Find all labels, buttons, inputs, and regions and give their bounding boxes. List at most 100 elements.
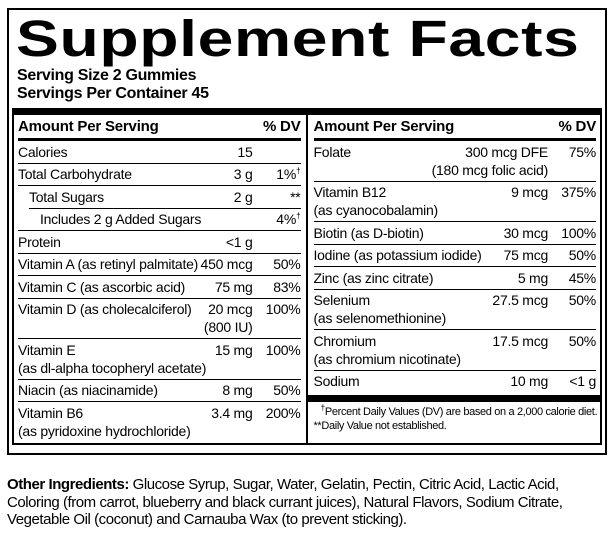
nutrient-row: Vitamin C (as ascorbic acid) 75 mg 83% — [18, 275, 301, 298]
nutrient-name: Total Carbohydrate — [18, 166, 132, 182]
nutrient-row-grid: Zinc (as zinc citrate) 5 mg 45% — [314, 267, 597, 289]
nutrient-row-grid: Folate 300 mcg DFE 75% (180 mcg folic acid) — [314, 141, 597, 181]
nutrient-dv: 50% — [273, 382, 301, 398]
nutrient-name-line2: (as pyridoxine hydrochloride) — [18, 422, 191, 439]
nutrient-row: Vitamin A (as retinyl palmitate) 450 mcg 5… — [18, 252, 301, 276]
nutrient-name: Calories — [18, 143, 68, 160]
nutrient-row: Sodium 10 mg <1 g — [313, 369, 596, 393]
nutrient-row: Total Sugars 2 g ** — [18, 185, 301, 208]
nutrient-amount-line2 — [211, 422, 252, 440]
nutrient-rows-left: Calories 15 Total Carbohydrate 3 g 1%† Total … — [18, 141, 301, 442]
amount-per-serving-header: Amount Per Serving — [18, 118, 159, 135]
nutrient-dv: 45% — [568, 269, 597, 286]
nutrient-dv: 100% — [265, 301, 301, 317]
nutrient-dv: 50% — [568, 247, 597, 263]
nutrient-name-line2: (as selenomethionine) — [313, 310, 447, 326]
nutrient-name: Vitamin B6 — [18, 404, 83, 421]
nutrient-name: Vitamin D (as cholecalciferol) — [18, 301, 192, 317]
nutrient-row: Calories 15 — [18, 141, 301, 163]
nutrient-dv: 100% — [561, 224, 596, 241]
nutrient-dv: ** — [290, 188, 301, 205]
nutrient-dv: 50% — [568, 292, 597, 308]
nutrient-row: Selenium 27.5 mcg 50% (as selenomethionine) — [313, 288, 597, 330]
nutrient-dv: 75% — [568, 143, 597, 160]
column-header: Amount Per Serving % DV — [313, 115, 596, 141]
nutrient-row-grid: Vitamin A (as retinyl palmitate) 450 mcg 5… — [18, 254, 301, 276]
nutrient-amount: 3.4 mg — [211, 404, 253, 421]
panel-title: Supplement Facts — [16, 10, 580, 67]
footnote-divider-bar — [307, 395, 600, 402]
nutrient-row: Protein <1 g — [18, 230, 301, 253]
nutrient-name: Niacin (as niacinamide) — [18, 382, 158, 398]
nutrient-amount: 15 mg — [214, 341, 253, 358]
nutrient-name: Folate — [313, 143, 352, 160]
other-ingredients-label: Other Ingredients: — [7, 476, 129, 493]
nutrient-dv: 50% — [273, 256, 301, 272]
footnotes: †Percent Daily Values (DV) are based on … — [313, 402, 598, 433]
nutrient-name: Total Sugars — [29, 188, 104, 205]
nutrient-name-line2: (as dl-alpha tocopheryl acetate) — [18, 359, 207, 376]
nutrient-amount: 8 mg — [222, 382, 253, 398]
nutrient-row-grid: Niacin (as niacinamide) 8 mg 50% — [18, 380, 301, 402]
nutrient-row-grid: Biotin (as D-biotin) 30 mcg 100% — [314, 222, 597, 244]
nutrient-name: Vitamin B12 — [313, 184, 387, 200]
nutrient-row: Biotin (as D-biotin) 30 mcg 100% — [313, 221, 597, 244]
nutrient-name-line2: (as cyanocobalamin) — [313, 202, 439, 218]
nutrient-row-grid: Includes 2 g Added Sugars 4%† — [29, 209, 301, 231]
nutrient-row: Niacin (as niacinamide) 8 mg 50% — [18, 378, 301, 402]
nutrient-amount: 20 mcg — [208, 301, 253, 317]
nutrient-row: Includes 2 g Added Sugars 4%† — [29, 207, 301, 231]
serving-size: Serving Size 2 Gummies — [17, 67, 197, 84]
nutrient-amount-line2 — [492, 350, 548, 368]
nutrient-row: Vitamin E 15 mg 100% (as dl-alpha tocophery… — [18, 338, 301, 379]
nutrient-row: Iodine (as potassium iodide) 75 mcg 50% — [313, 243, 597, 267]
nutrient-name: Vitamin C (as ascorbic acid) — [18, 278, 186, 295]
nutrient-amount: 300 mcg DFE — [465, 143, 548, 160]
nutrient-amount: 17.5 mcg — [492, 332, 548, 349]
nutrient-amount: 27.5 mcg — [492, 292, 548, 308]
nutrient-dv: 200% — [265, 404, 301, 421]
supplement-facts-panel: Supplement Facts Serving Size 2 Gummies … — [7, 8, 607, 455]
amount-per-serving-header: Amount Per Serving — [313, 118, 455, 135]
nutrient-rows-right: Folate 300 mcg DFE 75% (180 mcg folic acid)… — [313, 141, 597, 393]
nutrient-amount: 5 mg — [517, 269, 548, 286]
nutrient-name: Zinc (as zinc citrate) — [313, 269, 434, 286]
nutrient-amount: <1 g — [225, 233, 253, 250]
other-ingredients-text: Glucose Syrup, Sugar, Water, Gelatin, Pe… — [7, 476, 563, 528]
nutrient-amount-line2: (180 mcg folic acid) — [431, 161, 549, 178]
nutrient-name: Chromium — [313, 332, 377, 349]
nutrient-dv — [259, 143, 301, 161]
nutrient-row-grid: Calories 15 — [18, 141, 301, 163]
nutrient-row-grid: Total Sugars 2 g ** — [18, 186, 301, 208]
nutrient-name: Iodine (as potassium iodide) — [313, 247, 482, 263]
nutrient-amount: 75 mg — [214, 278, 253, 295]
nutrient-row: Vitamin B6 3.4 mg 200% (as pyridoxine hydro… — [18, 401, 301, 442]
nutrient-row-grid: Chromium 17.5 mcg 50% (as chromium nicotina… — [314, 330, 597, 370]
nutrient-amount: 450 mcg — [200, 256, 253, 272]
footnote-line: **Daily Value not established. — [313, 419, 447, 432]
nutrient-amount-line2 — [511, 201, 548, 219]
nutrient-row: Total Carbohydrate 3 g 1%† — [18, 162, 301, 186]
nutrient-amount: 9 mcg — [511, 184, 548, 200]
servings-per-container: Servings Per Container 45 — [17, 84, 209, 102]
nutrient-row-grid: Total Carbohydrate 3 g 1%† — [18, 164, 301, 186]
facts-column-right: Amount Per Serving % DV Folate 300 mcg DF… — [307, 115, 600, 443]
nutrient-row-grid: Protein <1 g — [18, 231, 301, 253]
nutrient-row: Vitamin B12 9 mcg 375% (as cyanocobalamin) — [313, 180, 597, 222]
facts-column-left: Amount Per Serving % DV Calories 15 Total … — [14, 115, 306, 443]
nutrient-dv: 100% — [265, 341, 301, 358]
nutrient-row-grid: Vitamin B12 9 mcg 375% (as cyanocobalamin) — [314, 182, 597, 222]
nutrient-row: Folate 300 mcg DFE 75% (180 mcg folic acid) — [314, 141, 597, 181]
other-ingredients: Other Ingredients: Glucose Syrup, Sugar,… — [7, 476, 608, 529]
nutrient-row-grid: Vitamin E 15 mg 100% (as dl-alpha tocophery… — [18, 339, 301, 379]
nutrient-name: Vitamin A (as retinyl palmitate) — [18, 256, 199, 272]
nutrient-amount-line2 — [492, 309, 548, 327]
nutrient-row: Zinc (as zinc citrate) 5 mg 45% — [313, 266, 597, 289]
nutrient-amount: 3 g — [233, 166, 253, 182]
footnote-line: †Percent Daily Values (DV) are based on … — [320, 402, 598, 418]
nutrient-amount: 75 mcg — [503, 247, 549, 263]
nutrient-amount: 15 — [237, 143, 253, 160]
nutrient-row-grid: Iodine (as potassium iodide) 75 mcg 50% — [314, 245, 597, 267]
nutrient-amount: 30 mcg — [503, 224, 549, 241]
nutrient-dv: 4%† — [276, 210, 301, 227]
